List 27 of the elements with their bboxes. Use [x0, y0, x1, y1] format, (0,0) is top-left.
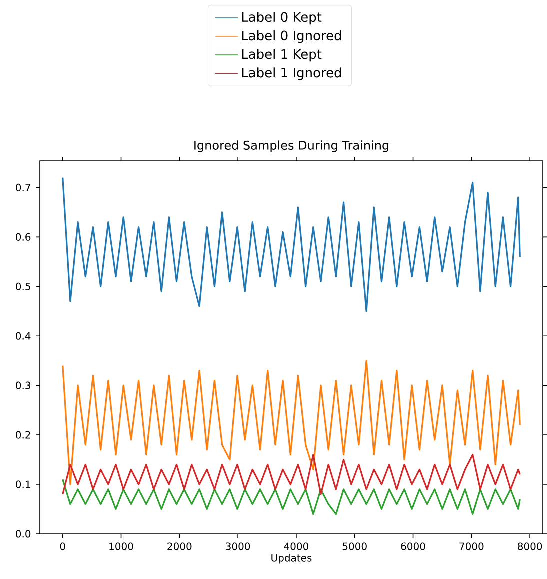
line-series: [62, 454, 521, 496]
y-tick-label: 0.4: [16, 332, 31, 340]
legend-label: Label 1 Ignored: [242, 68, 342, 80]
y-tick-label: 0.6: [16, 233, 31, 241]
y-tick-label: 0.3: [16, 382, 30, 390]
x-tick-label: 2000: [168, 542, 192, 550]
line-series: [62, 360, 521, 486]
line-series: [62, 478, 521, 516]
x-tick-label: 1000: [110, 542, 134, 550]
x-tick-label: 6000: [401, 542, 426, 550]
x-tick-label: 4000: [284, 542, 309, 550]
chart-title: Ignored Samples During Training: [194, 140, 389, 152]
x-tick-label: 5000: [342, 542, 367, 550]
y-tick-label: 0.2: [16, 431, 30, 439]
x-tick-label: 3000: [226, 542, 250, 550]
legend-label: Label 0 Kept: [242, 12, 322, 25]
x-axis-title: Updates: [272, 554, 312, 564]
y-tick-label: 0.7: [16, 184, 30, 192]
legend-label: Label 0 Ignored: [242, 30, 342, 44]
y-tick-label: 0.5: [16, 282, 30, 290]
y-tick-label: 0.1: [16, 480, 30, 488]
x-tick-label: 0: [60, 542, 66, 550]
legend-label: Label 1 Kept: [242, 49, 322, 62]
line-series: [62, 177, 521, 312]
y-tick-label: 0.0: [16, 530, 31, 538]
x-tick-label: 8000: [518, 542, 542, 550]
x-tick-label: 7000: [460, 542, 484, 550]
